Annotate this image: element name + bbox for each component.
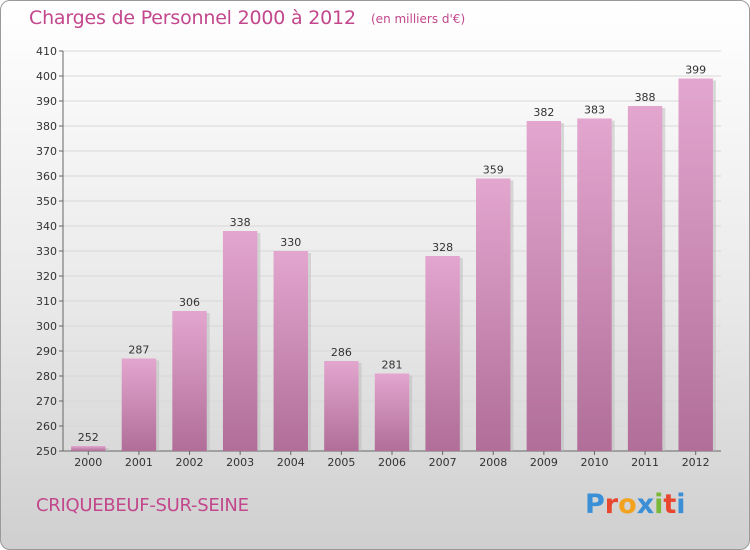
- data-label: 338: [230, 216, 251, 229]
- bar-2000: [71, 446, 106, 451]
- data-label: 399: [685, 64, 706, 77]
- data-label: 383: [584, 104, 605, 117]
- y-tick-label: 410: [36, 45, 57, 58]
- bar-2006: [374, 373, 410, 451]
- bar-2008: [476, 178, 511, 451]
- brand-letter: i: [654, 489, 664, 520]
- data-label: 388: [635, 91, 656, 104]
- data-label: 382: [533, 106, 554, 119]
- bar-2002: [172, 311, 207, 451]
- x-tick-label: 2009: [530, 456, 558, 469]
- brand-letter: x: [636, 489, 655, 520]
- brand-letter: o: [618, 489, 637, 520]
- brand-letter: t: [663, 489, 677, 520]
- data-label: 287: [128, 344, 149, 357]
- x-tick-label: 2005: [327, 456, 355, 469]
- x-tick-label: 2012: [682, 456, 710, 469]
- bar-2007: [425, 256, 460, 451]
- brand-letter: r: [604, 489, 619, 520]
- y-tick-label: 250: [36, 445, 57, 458]
- data-label: 252: [78, 431, 99, 444]
- bar-2004: [273, 251, 308, 451]
- brand-letter: i: [676, 489, 686, 520]
- bar-2010: [577, 118, 612, 451]
- bar-2001: [121, 358, 157, 451]
- labels: 250 260 270 280 290 300 310 320 330 340 350 360 370 3…: [36, 45, 710, 469]
- y-tick-label: 370: [36, 145, 57, 158]
- x-tick-label: 2000: [74, 456, 102, 469]
- data-label: 328: [432, 241, 453, 254]
- x-tick-label: 2003: [226, 456, 254, 469]
- y-tick-label: 330: [36, 245, 57, 258]
- y-tick-label: 340: [36, 220, 57, 233]
- y-tick-label: 400: [36, 70, 57, 83]
- x-tick-label: 2001: [125, 456, 153, 469]
- y-tick-label: 360: [36, 170, 57, 183]
- x-tick-label: 2007: [429, 456, 457, 469]
- data-label: 359: [483, 164, 504, 177]
- data-label: 330: [280, 236, 301, 249]
- bar-2012: [678, 78, 713, 451]
- commune-name: CRIQUEBEUF-SUR-SEINE: [36, 495, 249, 516]
- y-tick-label: 280: [36, 370, 57, 383]
- x-tick-label: 2006: [378, 456, 406, 469]
- x-tick-label: 2008: [479, 456, 507, 469]
- y-tick-label: 300: [36, 320, 57, 333]
- x-tick-label: 2002: [176, 456, 204, 469]
- bar-2011: [627, 106, 663, 451]
- chart-title: Charges de Personnel 2000 à 2012: [29, 7, 356, 29]
- bar-2009: [526, 121, 562, 451]
- bar-2003: [222, 231, 258, 451]
- y-tick-label: 380: [36, 120, 57, 133]
- y-tick-label: 260: [36, 420, 57, 433]
- y-tick-label: 390: [36, 95, 57, 108]
- proxiti-logo: Proxiti: [585, 489, 686, 520]
- data-label: 281: [382, 359, 403, 372]
- data-label: 306: [179, 296, 200, 309]
- y-tick-label: 350: [36, 195, 57, 208]
- x-tick-label: 2010: [580, 456, 608, 469]
- x-tick-label: 2011: [631, 456, 659, 469]
- y-tick-label: 270: [36, 395, 57, 408]
- bars: [71, 78, 716, 451]
- y-tick-label: 310: [36, 295, 57, 308]
- bar-2005: [324, 361, 359, 451]
- brand-letter: P: [585, 489, 605, 520]
- chart-subtitle: (en milliers d'€): [371, 12, 466, 26]
- x-tick-label: 2004: [277, 456, 305, 469]
- y-tick-label: 290: [36, 345, 57, 358]
- data-label: 286: [331, 346, 352, 359]
- y-tick-label: 320: [36, 270, 57, 283]
